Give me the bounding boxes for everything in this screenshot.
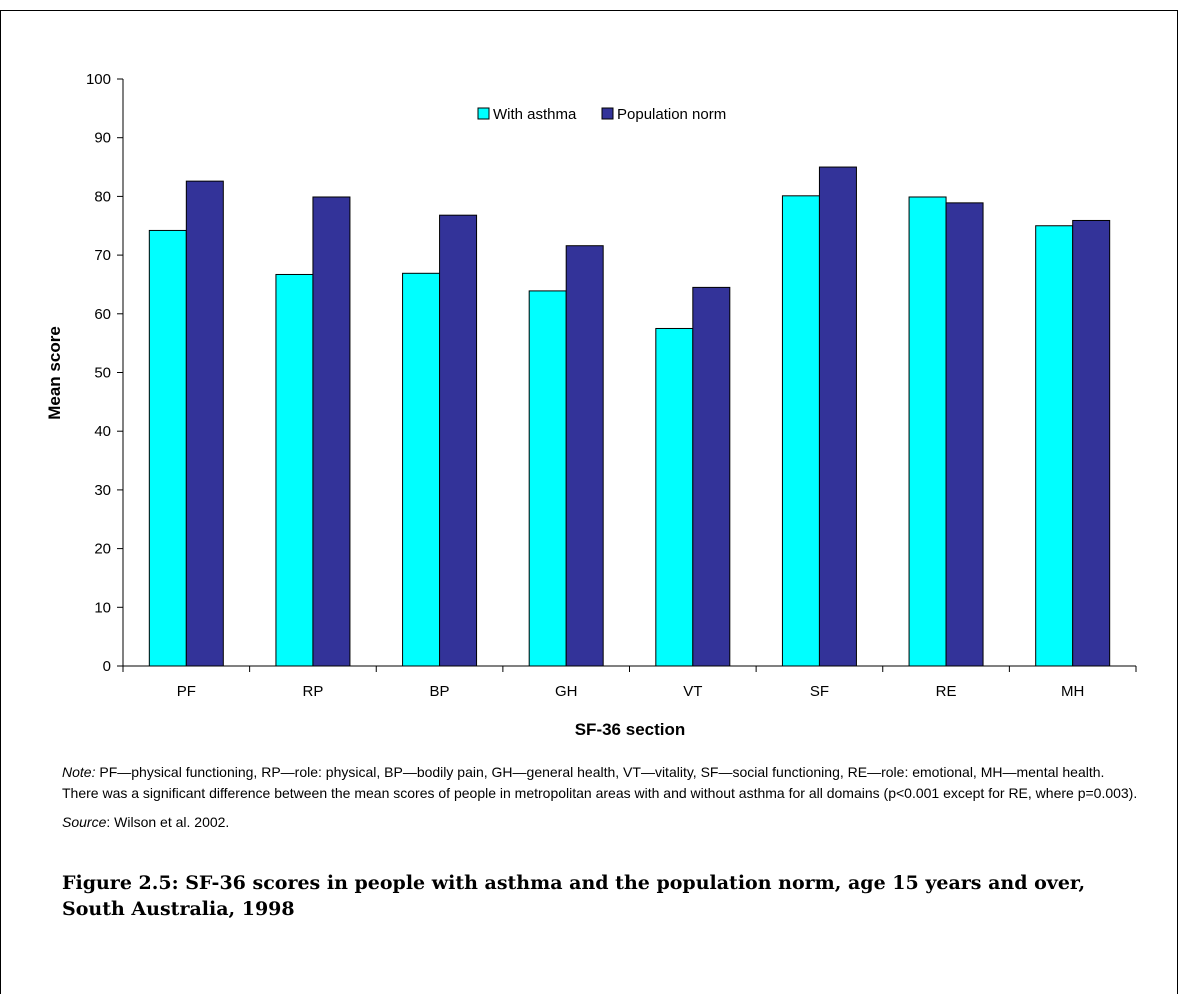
x-tick-label: VT — [683, 683, 702, 700]
legend-label: With asthma — [493, 106, 577, 123]
y-tick-label: 100 — [86, 71, 111, 88]
source-label: Source — [62, 814, 107, 830]
bar-population-norm-mh — [1072, 219, 1111, 667]
x-tick-label: RE — [936, 683, 957, 700]
y-axis-label: Mean score — [45, 326, 64, 420]
bar-population-norm-bp — [439, 214, 478, 667]
y-tick-label: 40 — [94, 423, 111, 440]
y-tick-label: 50 — [94, 365, 111, 382]
x-tick-label: PF — [177, 683, 196, 700]
bar-with-asthma-re — [908, 196, 947, 667]
legend-swatch — [601, 107, 614, 120]
figure-note: Note: PF—physical functioning, RP—role: … — [62, 762, 1142, 804]
x-tick-label: MH — [1061, 683, 1084, 700]
bar-population-norm-sf — [818, 166, 857, 667]
legend-swatch — [477, 107, 490, 120]
bar-with-asthma-sf — [781, 195, 820, 667]
bar-population-norm-gh — [565, 245, 604, 667]
y-tick-label: 90 — [94, 130, 111, 147]
chart-legend: With asthma Population norm — [477, 106, 726, 123]
figure-source: Source: Wilson et al. 2002. — [62, 814, 229, 830]
source-text: : Wilson et al. 2002. — [106, 814, 230, 830]
bar-with-asthma-vt — [655, 327, 694, 667]
y-tick-label: 20 — [94, 541, 111, 558]
legend-label: Population norm — [617, 106, 726, 123]
figure-frame — [0, 10, 1178, 994]
bar-population-norm-vt — [692, 286, 731, 667]
bar-with-asthma-gh — [528, 290, 567, 667]
y-tick-label: 10 — [94, 599, 111, 616]
bar-with-asthma-mh — [1035, 225, 1074, 667]
x-tick-label: BP — [430, 683, 450, 700]
x-tick-label: RP — [303, 683, 324, 700]
bar-chart: 0 10 20 30 40 50 60 70 80 90 100 PF RP BP GH VT SF RE MH W… — [45, 71, 1137, 739]
bar-with-asthma-bp — [402, 272, 441, 667]
bar-with-asthma-pf — [148, 229, 187, 667]
figure-caption: Figure 2.5: SF-36 scores in people with … — [62, 872, 1086, 920]
bar-population-norm-rp — [312, 196, 351, 667]
y-tick-label: 30 — [94, 482, 111, 499]
note-text: PF—physical functioning, RP—role: physic… — [62, 764, 1138, 801]
bar-population-norm-re — [945, 202, 984, 667]
x-tick-label: SF — [810, 683, 829, 700]
x-tick-label: GH — [555, 683, 578, 700]
bar-population-norm-pf — [185, 180, 224, 667]
x-axis-label: SF-36 section — [575, 720, 686, 739]
y-tick-label: 70 — [94, 247, 111, 264]
note-label: Note: — [62, 764, 96, 780]
y-tick-label: 80 — [94, 188, 111, 205]
y-tick-label: 0 — [103, 658, 111, 675]
chart-bars — [148, 166, 1111, 667]
y-tick-label: 60 — [94, 306, 111, 323]
bar-with-asthma-rp — [275, 273, 314, 667]
